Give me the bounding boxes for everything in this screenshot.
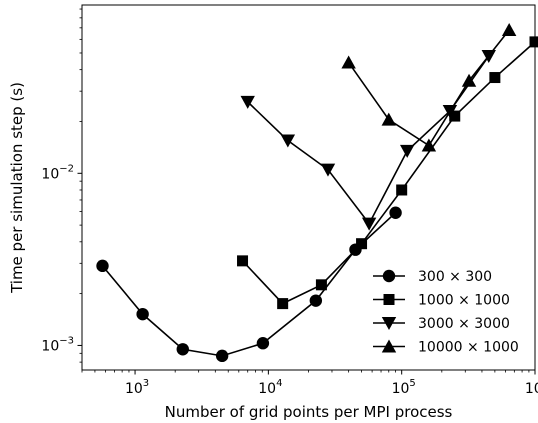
series-1 xyxy=(96,206,402,363)
legend-marker xyxy=(382,269,396,283)
data-point xyxy=(400,144,415,158)
series-4 xyxy=(341,22,517,152)
legend-entry: 3000 × 3000 xyxy=(373,316,510,332)
y-tick-label: 10−3 xyxy=(41,335,74,354)
legend-entry: 1000 × 1000 xyxy=(373,293,510,309)
x-tick-label: 104 xyxy=(258,378,282,397)
series-2 xyxy=(237,36,538,310)
y-axis-title: Time per simulation step (s) xyxy=(8,82,26,294)
data-point xyxy=(356,238,368,250)
chart-marks xyxy=(96,22,538,363)
data-point xyxy=(309,294,323,307)
legend-marker xyxy=(381,339,397,353)
data-point xyxy=(421,138,437,152)
data-point xyxy=(176,343,189,356)
data-point xyxy=(381,112,396,126)
y-tick-label: 10−2 xyxy=(41,163,74,182)
legend-label: 300 × 300 xyxy=(418,269,492,285)
data-point xyxy=(389,206,402,219)
series-3 xyxy=(240,50,496,231)
x-tick-label: 103 xyxy=(125,378,149,397)
data-point xyxy=(240,95,255,109)
legend-marker xyxy=(381,317,397,330)
data-point xyxy=(215,349,229,363)
data-point xyxy=(461,73,477,87)
data-point xyxy=(280,134,296,148)
x-tick-label: 106 xyxy=(525,378,538,397)
data-point xyxy=(256,337,270,350)
data-point xyxy=(315,279,327,291)
data-point xyxy=(237,255,249,267)
x-tick-label: 105 xyxy=(392,378,416,397)
legend-entry: 300 × 300 xyxy=(373,269,492,285)
legend-label: 10000 × 1000 xyxy=(418,340,519,356)
legend-entry: 10000 × 1000 xyxy=(373,339,519,356)
data-point xyxy=(361,217,377,231)
data-point xyxy=(396,184,408,196)
data-point xyxy=(136,307,149,321)
x-axis-title: Number of grid points per MPI process xyxy=(165,403,453,421)
legend-marker xyxy=(383,294,395,305)
data-point xyxy=(449,110,461,122)
data-point xyxy=(341,55,356,69)
data-point xyxy=(501,22,517,36)
legend: 300 × 300 1000 × 1000 3000 × 3000 10000 × 1… xyxy=(373,269,519,356)
data-point xyxy=(277,298,289,310)
legend-label: 3000 × 3000 xyxy=(418,316,510,332)
axis-ticks: 103 104 105 106 10−3 10−2 xyxy=(41,8,538,397)
data-point xyxy=(96,259,109,273)
data-point xyxy=(320,163,336,177)
data-point xyxy=(529,36,538,48)
legend-label: 1000 × 1000 xyxy=(418,293,510,309)
series-line xyxy=(101,212,397,357)
series-line xyxy=(241,41,536,305)
data-point xyxy=(489,72,501,84)
